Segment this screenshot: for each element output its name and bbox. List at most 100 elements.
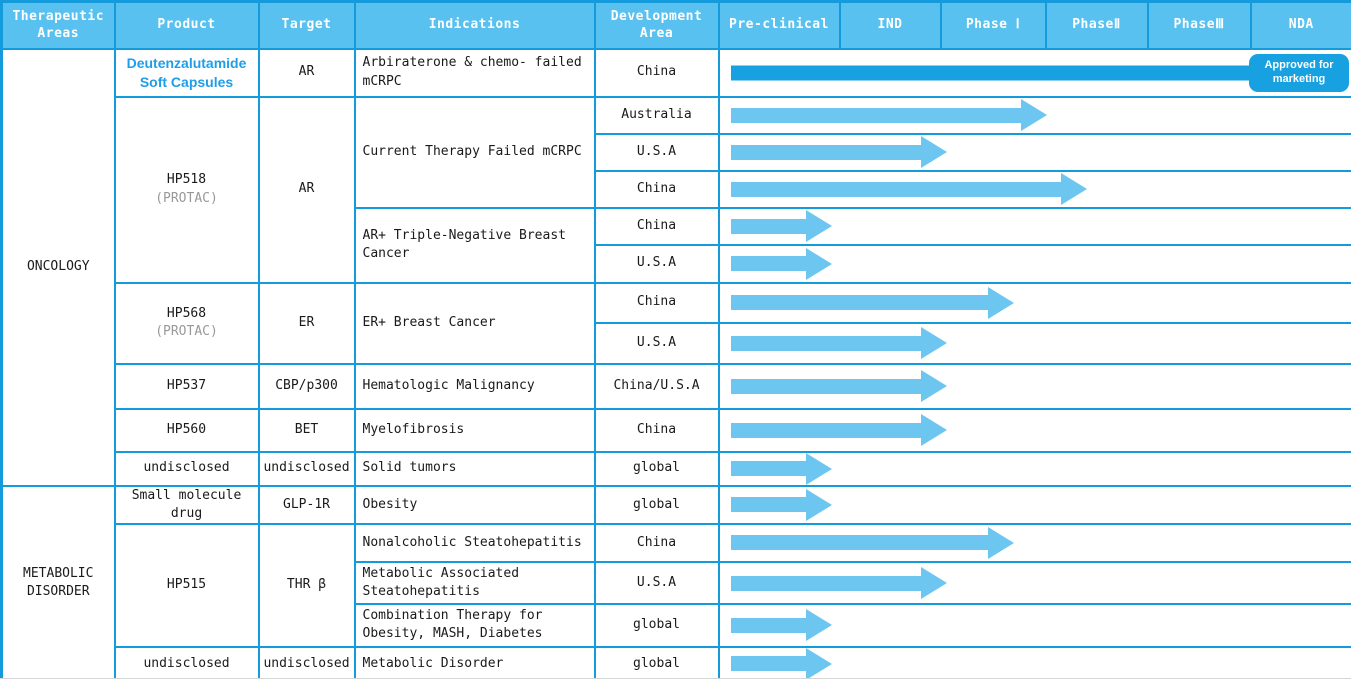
cell-phase-track [717,522,1351,563]
arrow-head-icon [805,453,832,484]
table-row: Metabolic Associated Steatohepatitis U.S… [2,560,1351,606]
cell-product-hp568: HP568 (PROTAC) [113,281,260,365]
arrow-tail [730,144,921,160]
header-phase-2: PhaseⅡ [1044,0,1149,50]
cell-dev-area: Australia [593,95,720,135]
progress-arrow [730,173,1087,205]
header-phase-3: PhaseⅢ [1146,0,1252,50]
cell-phase-track: Approved for marketing [717,47,1351,98]
arrow-tail [730,617,806,633]
cell-dev-area: global [593,450,720,487]
cell-product-hp515: HP515 [113,522,260,648]
approved-badge: Approved for marketing [1249,53,1349,92]
progress-arrow [730,488,832,521]
cell-dev-area: U.S.A [593,321,720,365]
cell-product-deutenzalutamide: Deutenzalutamide Soft Capsules [113,47,260,98]
cell-indication: AR+ Triple-Negative Breast Cancer [353,206,596,284]
progress-arrow [730,526,1014,559]
progress-arrow [730,99,1047,131]
progress-arrow [730,210,832,242]
cell-target: BET [257,407,356,453]
arrow-head-icon [920,136,947,168]
progress-arrow [730,648,832,678]
cell-indication: Metabolic Associated Steatohepatitis [353,560,596,606]
arrow-tail [730,497,806,513]
progress-bar [730,65,1249,80]
arrow-tail [730,335,921,351]
cell-indication: Nonalcoholic Steatohepatitis [353,522,596,563]
cell-target: ER [257,281,356,365]
header-indications: Indications [353,0,596,50]
cell-phase-track [717,206,1351,246]
cell-dev-area: China [593,522,720,563]
table-row: HP515 THR β Nonalcoholic Steatohepatitis… [2,522,1351,648]
arrow-head-icon [920,414,947,446]
arrow-head-icon [920,567,947,600]
cell-indication: Current Therapy Failed mCRPC [353,95,596,209]
cell-phase-track [717,281,1351,324]
header-phase-nda: NDA [1249,0,1351,50]
cell-phase-track [717,484,1351,525]
table-row: HP518 (PROTAC) AR Current Therapy Failed… [2,95,1351,284]
header-target: Target [257,0,356,50]
table-row: HP568 (PROTAC) ER ER+ Breast Cancer Chin… [2,281,1351,365]
cell-dev-area: global [593,484,720,525]
table-row: HP537 CBP/p300 Hematologic Malignancy Ch… [2,362,1351,410]
header-therapeutic-areas: Therapeutic Areas [0,0,116,50]
cell-area-oncology: ONCOLOGY [0,47,116,487]
cell-indication: Solid tumors [353,450,596,487]
progress-arrow [730,370,947,402]
arrow-head-icon [805,609,832,642]
cell-indication: Combination Therapy for Obesity, MASH, D… [353,603,596,648]
cell-dev-area: China [593,47,720,98]
header-phase-ind: IND [838,0,942,50]
table-row: U.S.A [2,132,1351,172]
progress-arrow [730,286,1014,319]
cell-indication: Myelofibrosis [353,407,596,453]
cell-indication: Metabolic Disorder [353,645,596,678]
cell-dev-area: global [593,645,720,678]
cell-phase-track [717,560,1351,606]
table-row: Combination Therapy for Obesity, MASH, D… [2,603,1351,648]
cell-phase-track [717,603,1351,648]
cell-phase-track [717,95,1351,135]
cell-phase-track [717,132,1351,172]
cell-phase-track [717,321,1351,365]
arrow-head-icon [805,210,832,242]
arrow-tail [730,378,921,394]
progress-arrow [730,453,832,484]
table-row: undisclosed undisclosed Solid tumors glo… [2,450,1351,487]
arrow-head-icon [1060,173,1087,205]
progress-arrow [730,136,947,168]
cell-phase-track [717,243,1351,284]
arrow-head-icon [805,648,832,678]
arrow-tail [730,218,806,234]
table-row: U.S.A [2,321,1351,365]
arrow-head-icon [987,286,1014,319]
cell-dev-area: global [593,603,720,648]
cell-dev-area: U.S.A [593,243,720,284]
cell-product-hp518: HP518 (PROTAC) [113,95,260,284]
cell-target: GLP-1R [257,484,356,525]
table-row: ONCOLOGY Deutenzalutamide Soft Capsules … [0,47,1351,487]
cell-dev-area: U.S.A [593,560,720,606]
progress-arrow [730,609,832,642]
arrow-tail [730,656,806,672]
product-name: Deutenzalutamide Soft Capsules [126,55,247,90]
header-phase-1: Phase Ⅰ [939,0,1047,50]
cell-indication: ER+ Breast Cancer [353,281,596,365]
cell-phase-track [717,407,1351,453]
arrow-head-icon [920,370,947,402]
arrow-head-icon [1020,99,1047,131]
cell-product-undisclosed: undisclosed [113,450,260,487]
arrow-tail [730,535,988,551]
table-row: HP560 BET Myelofibrosis China [2,407,1351,453]
cell-product-hp560: HP560 [113,407,260,453]
cell-target: undisclosed [257,645,356,678]
product-sub: (PROTAC) [155,190,218,206]
table-row: undisclosed undisclosed Metabolic Disord… [2,645,1351,678]
product-name: HP518 [166,172,207,188]
arrow-head-icon [805,488,832,521]
cell-phase-track [717,169,1351,209]
